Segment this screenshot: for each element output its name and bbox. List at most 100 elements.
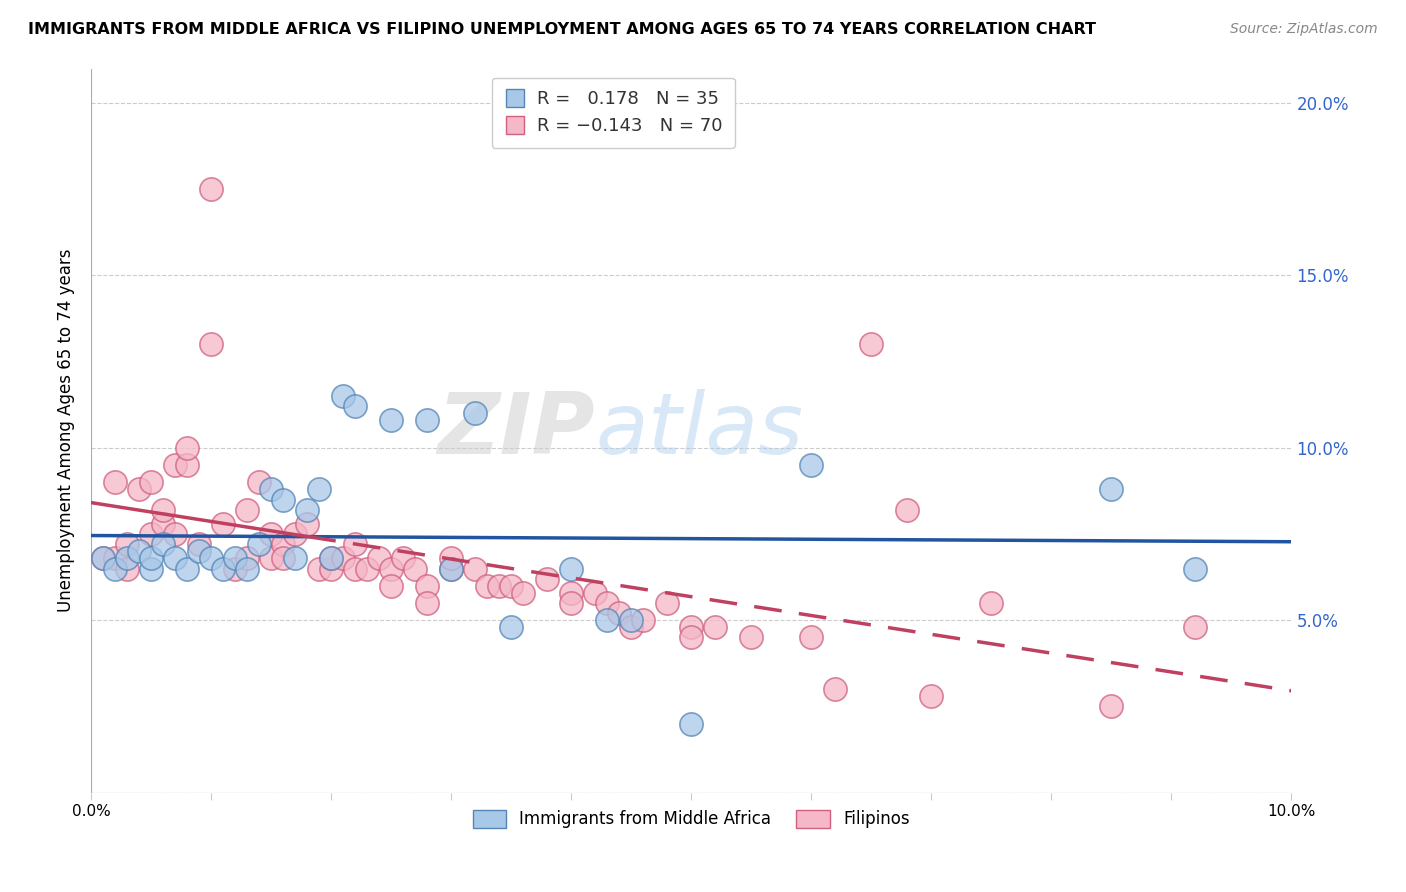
- Point: [596, 613, 619, 627]
- Point: [260, 551, 283, 566]
- Point: [392, 551, 415, 566]
- Point: [284, 551, 307, 566]
- Point: [176, 458, 198, 472]
- Point: [321, 551, 343, 566]
- Point: [633, 613, 655, 627]
- Point: [212, 561, 235, 575]
- Point: [488, 579, 510, 593]
- Point: [607, 607, 630, 621]
- Point: [560, 596, 582, 610]
- Point: [332, 389, 354, 403]
- Point: [501, 579, 523, 593]
- Point: [800, 458, 823, 472]
- Point: [247, 475, 270, 490]
- Point: [344, 561, 367, 575]
- Point: [236, 561, 259, 575]
- Point: [380, 561, 402, 575]
- Point: [596, 596, 619, 610]
- Point: [681, 620, 703, 634]
- Point: [416, 596, 439, 610]
- Point: [321, 551, 343, 566]
- Text: ZIP: ZIP: [437, 389, 595, 472]
- Point: [128, 544, 150, 558]
- Point: [416, 413, 439, 427]
- Point: [416, 579, 439, 593]
- Point: [236, 551, 259, 566]
- Text: IMMIGRANTS FROM MIDDLE AFRICA VS FILIPINO UNEMPLOYMENT AMONG AGES 65 TO 74 YEARS: IMMIGRANTS FROM MIDDLE AFRICA VS FILIPIN…: [28, 22, 1097, 37]
- Point: [356, 561, 378, 575]
- Point: [536, 572, 558, 586]
- Point: [271, 537, 294, 551]
- Text: Source: ZipAtlas.com: Source: ZipAtlas.com: [1230, 22, 1378, 37]
- Point: [740, 631, 762, 645]
- Point: [200, 551, 222, 566]
- Point: [141, 551, 163, 566]
- Point: [271, 492, 294, 507]
- Point: [115, 537, 138, 551]
- Point: [477, 579, 499, 593]
- Point: [188, 537, 211, 551]
- Point: [236, 503, 259, 517]
- Point: [704, 620, 727, 634]
- Point: [404, 561, 426, 575]
- Point: [212, 516, 235, 531]
- Point: [440, 561, 463, 575]
- Point: [800, 631, 823, 645]
- Point: [128, 482, 150, 496]
- Point: [115, 551, 138, 566]
- Point: [260, 527, 283, 541]
- Point: [860, 337, 883, 351]
- Point: [620, 613, 643, 627]
- Point: [165, 551, 187, 566]
- Text: atlas: atlas: [595, 389, 803, 472]
- Point: [681, 631, 703, 645]
- Point: [141, 475, 163, 490]
- Point: [152, 503, 174, 517]
- Point: [681, 716, 703, 731]
- Point: [896, 503, 918, 517]
- Point: [1099, 699, 1122, 714]
- Y-axis label: Unemployment Among Ages 65 to 74 years: Unemployment Among Ages 65 to 74 years: [58, 249, 75, 612]
- Point: [657, 596, 679, 610]
- Point: [200, 182, 222, 196]
- Point: [165, 527, 187, 541]
- Point: [368, 551, 391, 566]
- Point: [1184, 620, 1206, 634]
- Point: [308, 561, 330, 575]
- Legend: Immigrants from Middle Africa, Filipinos: Immigrants from Middle Africa, Filipinos: [467, 803, 917, 835]
- Point: [512, 585, 534, 599]
- Point: [380, 579, 402, 593]
- Point: [295, 503, 318, 517]
- Point: [464, 561, 486, 575]
- Point: [583, 585, 606, 599]
- Point: [200, 337, 222, 351]
- Point: [1184, 561, 1206, 575]
- Point: [188, 544, 211, 558]
- Point: [295, 516, 318, 531]
- Point: [980, 596, 1002, 610]
- Point: [104, 551, 127, 566]
- Point: [464, 406, 486, 420]
- Point: [176, 561, 198, 575]
- Point: [260, 482, 283, 496]
- Point: [271, 551, 294, 566]
- Point: [824, 682, 846, 697]
- Point: [560, 561, 582, 575]
- Point: [247, 537, 270, 551]
- Point: [104, 475, 127, 490]
- Point: [224, 561, 246, 575]
- Point: [284, 527, 307, 541]
- Point: [620, 620, 643, 634]
- Point: [560, 585, 582, 599]
- Point: [91, 551, 114, 566]
- Point: [344, 400, 367, 414]
- Point: [501, 620, 523, 634]
- Point: [224, 551, 246, 566]
- Point: [104, 561, 127, 575]
- Point: [141, 527, 163, 541]
- Point: [1099, 482, 1122, 496]
- Point: [344, 537, 367, 551]
- Point: [308, 482, 330, 496]
- Point: [115, 561, 138, 575]
- Point: [332, 551, 354, 566]
